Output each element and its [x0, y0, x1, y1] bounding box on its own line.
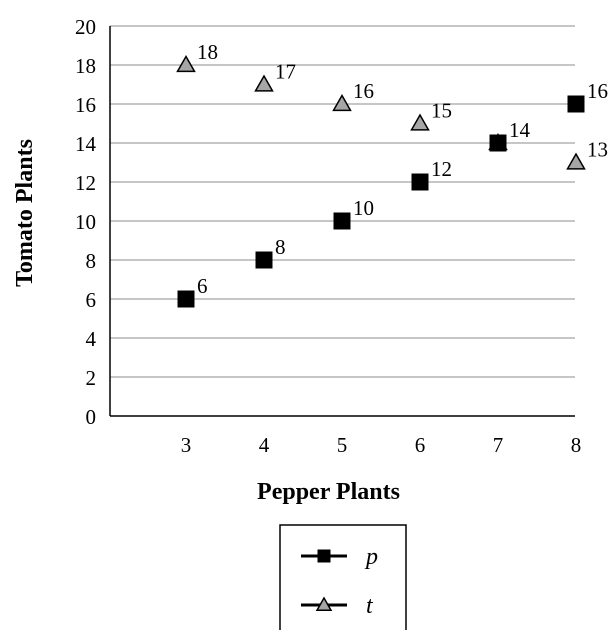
legend-marker-t	[315, 596, 333, 611]
series-p-point	[333, 212, 351, 230]
x-tick-label: 5	[337, 433, 348, 457]
gridlines	[110, 25, 575, 378]
legend-label-p: p	[364, 544, 378, 570]
data-labels: 18 17 16 15 14 13 6 8 10 12 16	[197, 40, 608, 298]
legend-label-t: t	[366, 593, 374, 619]
y-tick-label: 2	[86, 366, 97, 390]
x-axis-title: Pepper Plants	[257, 479, 400, 505]
x-tick-label: 8	[571, 433, 582, 457]
series-t-point	[176, 54, 196, 73]
x-tick-label: 3	[181, 433, 192, 457]
series-p-data-label: 8	[275, 235, 286, 259]
series-p-data-label: 6	[197, 274, 208, 298]
y-tick-label: 10	[75, 210, 96, 234]
series-p-point	[255, 251, 273, 269]
x-tick-labels: 3 4 5 6 7 8	[181, 433, 582, 457]
legend-marker-p	[317, 549, 331, 563]
y-tick-label: 4	[86, 327, 97, 351]
y-tick-label: 14	[75, 132, 97, 156]
x-tick-label: 4	[259, 433, 270, 457]
series-t-data-label: 18	[197, 40, 218, 64]
axes	[109, 26, 575, 417]
series-t-point	[410, 113, 430, 131]
series-t-point	[254, 74, 274, 92]
legend-box	[279, 524, 407, 630]
y-axis-title: Tomato Plants	[12, 139, 38, 287]
series-p-data-label: 16	[587, 79, 608, 103]
series-p-point	[177, 290, 195, 308]
series-p-point	[411, 173, 429, 191]
y-tick-label: 12	[75, 171, 96, 195]
series-t-data-label: 15	[431, 99, 452, 123]
y-tick-label: 18	[75, 54, 96, 78]
y-tick-label: 20	[75, 15, 96, 39]
series-t-point	[566, 152, 586, 170]
series-t-data-label: 16	[353, 79, 374, 103]
y-tick-label: 6	[86, 288, 97, 312]
x-tick-label: 7	[493, 433, 504, 457]
series-t-point	[332, 93, 352, 112]
series-p-point	[489, 134, 507, 152]
data-points	[176, 54, 586, 308]
legend: pt	[279, 524, 407, 630]
series-t-data-label: 14	[509, 118, 531, 142]
series-p-point	[567, 95, 585, 113]
y-tick-label: 8	[86, 249, 97, 273]
series-t-data-label: 13	[587, 138, 608, 162]
y-tick-label: 16	[75, 93, 96, 117]
y-tick-labels: 0 2 4 6 8 10 12 14 16 18 20	[75, 15, 97, 429]
y-tick-label: 0	[86, 405, 97, 429]
x-tick-label: 6	[415, 433, 426, 457]
series-t-data-label: 17	[275, 60, 296, 84]
series-p-data-label: 12	[431, 157, 452, 181]
series-p-data-label: 10	[353, 196, 374, 220]
